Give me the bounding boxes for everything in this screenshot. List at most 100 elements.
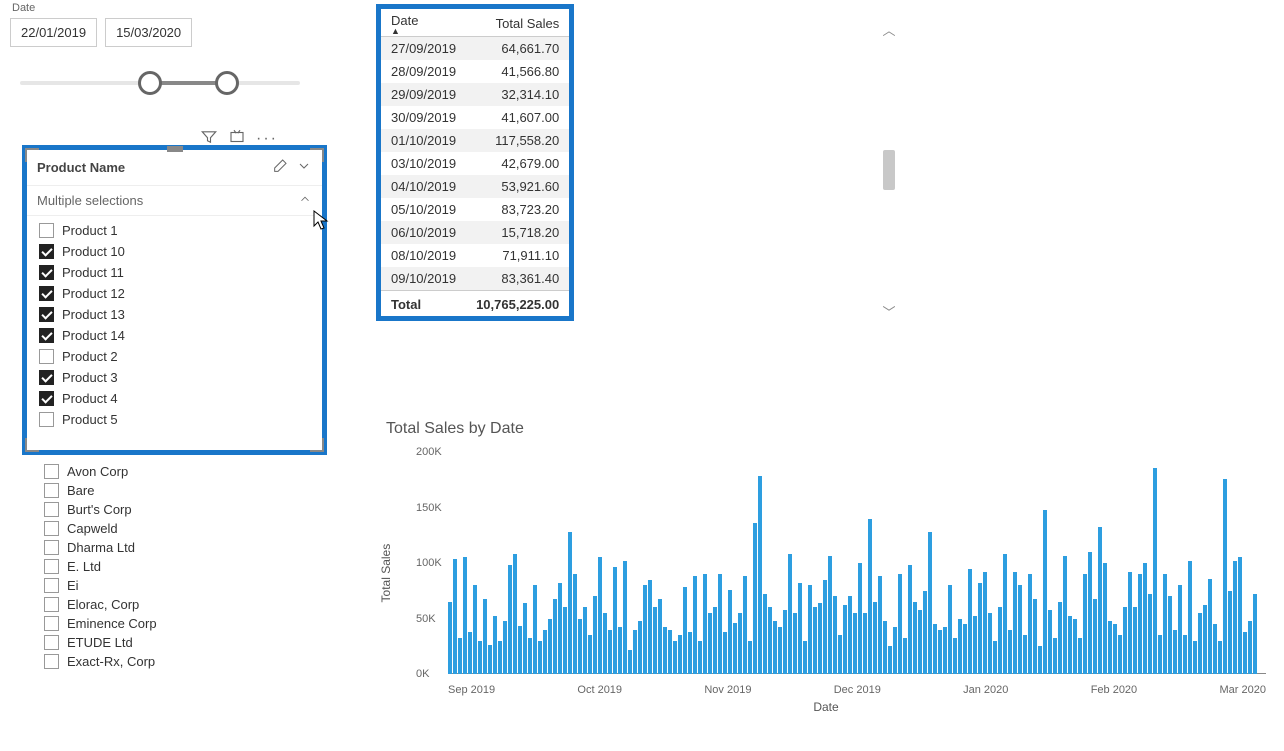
chart-bar[interactable] bbox=[863, 613, 867, 674]
chart-bar[interactable] bbox=[1163, 574, 1167, 674]
chart-bar[interactable] bbox=[1108, 621, 1112, 674]
chart-bar[interactable] bbox=[663, 627, 667, 674]
chart-bar[interactable] bbox=[1253, 594, 1257, 674]
list-item[interactable]: Avon Corp bbox=[44, 462, 157, 481]
chart-bar[interactable] bbox=[963, 624, 967, 674]
eraser-icon[interactable] bbox=[272, 158, 288, 177]
chart-bar[interactable] bbox=[1128, 572, 1132, 674]
chart-bar[interactable] bbox=[773, 621, 777, 674]
chart-bar[interactable] bbox=[1123, 607, 1127, 674]
chart-bar[interactable] bbox=[453, 559, 457, 674]
chart-bar[interactable] bbox=[578, 619, 582, 675]
table-row[interactable]: 03/10/201942,679.00 bbox=[381, 152, 569, 175]
chart-bar[interactable] bbox=[888, 646, 892, 674]
chart-bar[interactable] bbox=[618, 627, 622, 674]
list-item[interactable]: Product 1 bbox=[27, 220, 322, 241]
chart-bar[interactable] bbox=[498, 641, 502, 674]
chart-bar[interactable] bbox=[1198, 613, 1202, 674]
chart-bar[interactable] bbox=[813, 607, 817, 674]
chart-bar[interactable] bbox=[538, 641, 542, 674]
chart-bar[interactable] bbox=[513, 554, 517, 674]
chart-bar[interactable] bbox=[853, 613, 857, 674]
chart-bar[interactable] bbox=[558, 583, 562, 674]
selection-handle[interactable] bbox=[25, 438, 39, 452]
chart-bar[interactable] bbox=[1248, 621, 1252, 674]
chart-bar[interactable] bbox=[908, 565, 912, 674]
chart-bar[interactable] bbox=[1068, 616, 1072, 674]
chart-bar[interactable] bbox=[493, 616, 497, 674]
checkbox[interactable] bbox=[39, 328, 54, 343]
chart-bar[interactable] bbox=[478, 641, 482, 674]
checkbox[interactable] bbox=[44, 540, 59, 555]
table-row[interactable]: 30/09/201941,607.00 bbox=[381, 106, 569, 129]
chart-bar[interactable] bbox=[638, 621, 642, 674]
chart-bar[interactable] bbox=[988, 613, 992, 674]
chart-bar[interactable] bbox=[873, 602, 877, 674]
chart-bar[interactable] bbox=[613, 567, 617, 674]
checkbox[interactable] bbox=[44, 654, 59, 669]
date-range-slider[interactable] bbox=[10, 65, 310, 105]
chart-bar[interactable] bbox=[823, 580, 827, 674]
chart-bar[interactable] bbox=[973, 616, 977, 674]
table-row[interactable]: 08/10/201971,911.10 bbox=[381, 244, 569, 267]
chart-bar[interactable] bbox=[818, 603, 822, 674]
chart-bar[interactable] bbox=[1223, 479, 1227, 674]
chart-bar[interactable] bbox=[938, 630, 942, 674]
chart-bar[interactable] bbox=[1008, 630, 1012, 674]
chart-bar[interactable] bbox=[1028, 574, 1032, 674]
chart-bar[interactable] bbox=[1228, 591, 1232, 674]
chart-bar[interactable] bbox=[788, 554, 792, 674]
table-row[interactable]: 06/10/201915,718.20 bbox=[381, 221, 569, 244]
chart-bar[interactable] bbox=[1073, 619, 1077, 675]
chart-bar[interactable] bbox=[1203, 605, 1207, 674]
chart-bar[interactable] bbox=[718, 574, 722, 674]
list-item[interactable]: Product 13 bbox=[27, 304, 322, 325]
list-item[interactable]: Bare bbox=[44, 481, 157, 500]
chart-bar[interactable] bbox=[1193, 641, 1197, 674]
chart-bar[interactable] bbox=[1213, 624, 1217, 674]
chart-plot-area[interactable] bbox=[448, 452, 1266, 674]
chart-bar[interactable] bbox=[648, 580, 652, 674]
chart-bar[interactable] bbox=[588, 635, 592, 674]
chart-bar[interactable] bbox=[568, 532, 572, 674]
chart-bar[interactable] bbox=[518, 626, 522, 674]
chart-bar[interactable] bbox=[1238, 557, 1242, 674]
chart-bar[interactable] bbox=[583, 607, 587, 674]
selection-handle[interactable] bbox=[310, 438, 324, 452]
chart-bar[interactable] bbox=[918, 610, 922, 674]
chart-bar[interactable] bbox=[1103, 563, 1107, 674]
chart-bar[interactable] bbox=[1183, 635, 1187, 674]
chart-bar[interactable] bbox=[623, 561, 627, 674]
list-item[interactable]: Exact-Rx, Corp bbox=[44, 652, 157, 671]
chart-bar[interactable] bbox=[1168, 596, 1172, 674]
chart-bar[interactable] bbox=[728, 590, 732, 674]
chart-bar[interactable] bbox=[1053, 638, 1057, 674]
selection-handle[interactable] bbox=[310, 148, 324, 162]
chart-bar[interactable] bbox=[468, 632, 472, 674]
chart-bar[interactable] bbox=[778, 627, 782, 674]
chart-bar[interactable] bbox=[998, 607, 1002, 674]
chart-bar[interactable] bbox=[1218, 641, 1222, 674]
selection-handle[interactable] bbox=[167, 146, 183, 152]
chart-bar[interactable] bbox=[958, 619, 962, 675]
chart-bar[interactable] bbox=[563, 607, 567, 674]
chart-bar[interactable] bbox=[608, 630, 612, 674]
slider-thumb-end[interactable] bbox=[215, 71, 239, 95]
chart-bar[interactable] bbox=[448, 602, 452, 674]
checkbox[interactable] bbox=[39, 244, 54, 259]
chart-bar[interactable] bbox=[838, 635, 842, 674]
chart-bar[interactable] bbox=[633, 630, 637, 674]
chart-bar[interactable] bbox=[1003, 554, 1007, 674]
checkbox[interactable] bbox=[44, 483, 59, 498]
chart-bar[interactable] bbox=[1173, 630, 1177, 674]
chart-bar[interactable] bbox=[1243, 632, 1247, 674]
chart-bar[interactable] bbox=[748, 641, 752, 674]
list-item[interactable]: E. Ltd bbox=[44, 557, 157, 576]
chart-bar[interactable] bbox=[658, 599, 662, 674]
chart-bar[interactable] bbox=[868, 519, 872, 674]
chart-bar[interactable] bbox=[1083, 574, 1087, 674]
chart-bar[interactable] bbox=[948, 585, 952, 674]
chart-bar[interactable] bbox=[1178, 585, 1182, 674]
chart-bar[interactable] bbox=[1118, 635, 1122, 674]
chart-bar[interactable] bbox=[1058, 602, 1062, 674]
